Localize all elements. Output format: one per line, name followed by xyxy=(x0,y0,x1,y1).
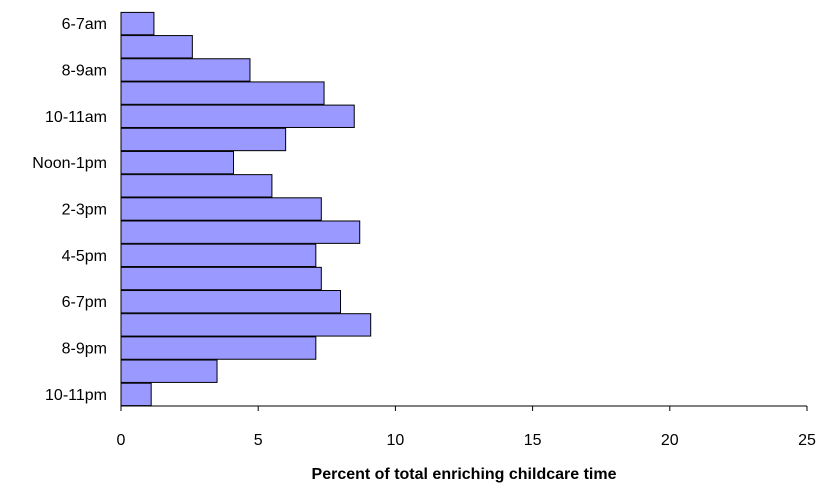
x-tick-label: 5 xyxy=(254,432,263,449)
bar-4-5pm xyxy=(120,243,317,268)
bar-10-11pm xyxy=(120,382,152,407)
bar-7-8am xyxy=(120,35,193,59)
x-tick-label: 25 xyxy=(798,432,816,449)
y-tick-labels-group: 6-7am 8-9am 10-11am Noon-1pm 2-3pm 4-5pm 6-7pm… xyxy=(32,16,107,404)
y-tick-label: 6-7pm xyxy=(62,294,107,311)
y-tick-label: 2-3pm xyxy=(62,202,107,219)
bar-8-9pm xyxy=(120,336,317,360)
y-tick-label: 8-9pm xyxy=(62,341,107,358)
x-tick-label: 0 xyxy=(117,432,126,449)
bar-9-10pm xyxy=(120,359,218,383)
y-tick-label: 10-11am xyxy=(45,109,107,126)
bar-9-10am xyxy=(120,81,325,105)
bars-group xyxy=(120,11,372,407)
y-tick-label: 8-9am xyxy=(62,62,107,79)
y-tick-label: Noon-1pm xyxy=(32,155,107,172)
bar-6-7am xyxy=(120,11,155,36)
bar-3-4pm xyxy=(120,220,361,244)
bar-5-6pm xyxy=(120,266,322,291)
bar-8-9am xyxy=(120,58,251,82)
bar-11am-noon xyxy=(120,127,287,152)
bar-1-2pm xyxy=(120,174,273,198)
bar-noon-1pm xyxy=(120,150,235,175)
y-tick-label: 4-5pm xyxy=(62,248,107,265)
bar-10-11am xyxy=(120,104,355,128)
x-tick-label: 20 xyxy=(661,432,679,449)
bar-2-3pm xyxy=(120,197,322,221)
bar-6-7pm xyxy=(120,290,342,314)
x-tick-label: 15 xyxy=(524,432,542,449)
y-tick-label: 6-7am xyxy=(62,16,107,33)
x-axis-title: Percent of total enriching childcare tim… xyxy=(312,466,617,483)
bar-7-8pm xyxy=(120,313,372,337)
y-tick-label: 10-11pm xyxy=(45,387,107,404)
x-axis: 0 5 10 15 20 25 xyxy=(117,12,816,449)
x-tick-label: 10 xyxy=(387,432,405,449)
